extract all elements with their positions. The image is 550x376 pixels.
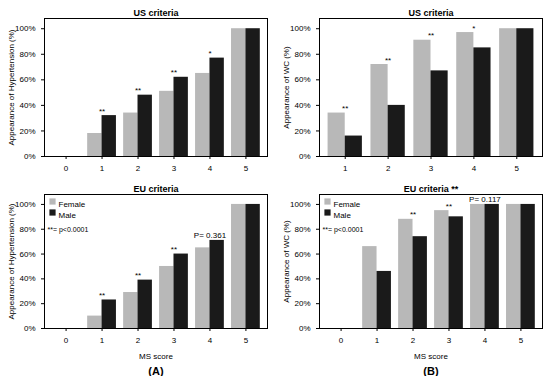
svg-text:20%: 20% bbox=[19, 299, 35, 308]
svg-text:P= 0.117: P= 0.117 bbox=[469, 195, 501, 204]
svg-text:**: ** bbox=[171, 245, 177, 254]
svg-text:4: 4 bbox=[208, 164, 213, 173]
svg-text:3: 3 bbox=[172, 164, 177, 173]
svg-text:**= p<0.0001: **= p<0.0001 bbox=[48, 226, 89, 234]
svg-text:60%: 60% bbox=[294, 250, 310, 259]
svg-text:60%: 60% bbox=[19, 75, 35, 84]
svg-text:EU criteria **: EU criteria ** bbox=[404, 184, 459, 194]
svg-text:Appearance of WC (%): Appearance of WC (%) bbox=[282, 220, 291, 303]
svg-text:MS score: MS score bbox=[414, 352, 448, 361]
svg-text:40%: 40% bbox=[19, 274, 35, 283]
svg-text:100%: 100% bbox=[290, 200, 310, 209]
svg-text:**: ** bbox=[135, 86, 141, 95]
svg-text:0: 0 bbox=[64, 164, 69, 173]
svg-text:5: 5 bbox=[515, 164, 520, 173]
svg-text:**: ** bbox=[135, 271, 141, 280]
svg-text:0: 0 bbox=[64, 336, 69, 345]
svg-text:**: ** bbox=[385, 56, 391, 65]
svg-text:4: 4 bbox=[472, 164, 477, 173]
svg-text:20%: 20% bbox=[294, 127, 310, 136]
svg-text:0%: 0% bbox=[24, 152, 36, 161]
svg-text:Appearance of WC (%): Appearance of WC (%) bbox=[282, 46, 291, 129]
svg-text:US criteria: US criteria bbox=[133, 8, 179, 18]
svg-text:2: 2 bbox=[136, 336, 141, 345]
svg-text:1: 1 bbox=[100, 164, 105, 173]
svg-text:US criteria: US criteria bbox=[408, 8, 454, 18]
svg-text:EU criteria: EU criteria bbox=[133, 184, 179, 194]
svg-text:20%: 20% bbox=[19, 127, 35, 136]
svg-text:**: ** bbox=[446, 202, 452, 211]
svg-text:4: 4 bbox=[208, 336, 213, 345]
svg-text:100%: 100% bbox=[15, 24, 35, 33]
svg-text:*: * bbox=[208, 49, 211, 58]
svg-text:**: ** bbox=[99, 107, 105, 116]
svg-text:0%: 0% bbox=[24, 324, 36, 333]
svg-text:100%: 100% bbox=[15, 200, 35, 209]
svg-text:**= p<0.0001: **= p<0.0001 bbox=[323, 226, 364, 234]
svg-text:MS score: MS score bbox=[139, 352, 173, 361]
svg-text:P= 0.361: P= 0.361 bbox=[194, 231, 227, 240]
svg-text:5: 5 bbox=[244, 336, 249, 345]
svg-text:*: * bbox=[472, 24, 475, 33]
svg-text:**: ** bbox=[410, 210, 416, 219]
svg-text:(B): (B) bbox=[423, 365, 439, 376]
svg-text:3: 3 bbox=[447, 336, 452, 345]
svg-text:2: 2 bbox=[386, 164, 391, 173]
svg-text:0%: 0% bbox=[299, 324, 311, 333]
svg-text:5: 5 bbox=[519, 336, 524, 345]
svg-text:100%: 100% bbox=[290, 24, 310, 33]
svg-text:Female: Female bbox=[334, 200, 361, 209]
svg-text:40%: 40% bbox=[294, 101, 310, 110]
svg-text:3: 3 bbox=[172, 336, 177, 345]
svg-text:1: 1 bbox=[343, 164, 348, 173]
svg-text:0: 0 bbox=[339, 336, 344, 345]
svg-text:80%: 80% bbox=[294, 225, 310, 234]
svg-text:80%: 80% bbox=[294, 50, 310, 59]
svg-text:Female: Female bbox=[59, 200, 86, 209]
svg-text:Male: Male bbox=[334, 211, 352, 220]
svg-text:3: 3 bbox=[429, 164, 434, 173]
svg-text:Appearance of Hypertension (%): Appearance of Hypertension (%) bbox=[7, 29, 16, 145]
svg-text:(A): (A) bbox=[148, 365, 164, 376]
svg-text:1: 1 bbox=[375, 336, 380, 345]
svg-text:0%: 0% bbox=[299, 152, 311, 161]
svg-text:Appearance of Hypertension (%): Appearance of Hypertension (%) bbox=[7, 203, 16, 319]
svg-text:60%: 60% bbox=[19, 250, 35, 259]
svg-text:**: ** bbox=[428, 31, 434, 40]
svg-text:**: ** bbox=[342, 104, 348, 113]
svg-text:2: 2 bbox=[136, 164, 141, 173]
svg-text:20%: 20% bbox=[294, 299, 310, 308]
svg-text:4: 4 bbox=[483, 336, 488, 345]
svg-text:**: ** bbox=[171, 68, 177, 77]
svg-text:Male: Male bbox=[59, 211, 77, 220]
svg-text:2: 2 bbox=[411, 336, 416, 345]
svg-text:60%: 60% bbox=[294, 75, 310, 84]
svg-text:5: 5 bbox=[244, 164, 249, 173]
svg-text:40%: 40% bbox=[294, 274, 310, 283]
svg-text:80%: 80% bbox=[19, 225, 35, 234]
svg-text:40%: 40% bbox=[19, 101, 35, 110]
svg-text:80%: 80% bbox=[19, 50, 35, 59]
svg-text:1: 1 bbox=[100, 336, 105, 345]
svg-text:**: ** bbox=[99, 291, 105, 300]
